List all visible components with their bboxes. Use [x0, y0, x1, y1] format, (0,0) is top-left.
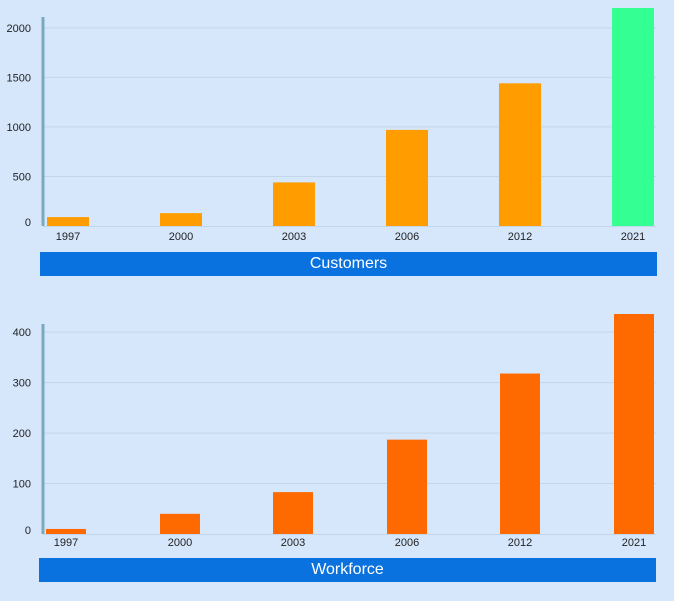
workforce-xtick-label: 1997 — [54, 537, 78, 549]
workforce-bar-2021 — [614, 314, 654, 534]
customers-chart-title: Customers — [40, 252, 657, 276]
workforce-bar-2012 — [500, 373, 540, 534]
workforce-ytick-label: 300 — [13, 378, 31, 390]
customers-xtick-label: 2003 — [282, 231, 306, 243]
customers-ytick-label: 1500 — [7, 72, 31, 84]
customers-bar-1997 — [47, 217, 89, 226]
customers-bar-2003 — [273, 182, 315, 226]
customers-ytick-label: 500 — [13, 171, 31, 183]
customers-xtick-label: 2000 — [169, 231, 193, 243]
customers-xtick-label: 2012 — [508, 231, 532, 243]
workforce-xtick-label: 2012 — [508, 537, 532, 549]
workforce-chart-title: Workforce — [39, 558, 656, 582]
workforce-bar-2006 — [387, 439, 427, 534]
workforce-bar-1997 — [46, 528, 86, 534]
workforce-ytick-label: 0 — [25, 525, 31, 537]
customers-bar-2006 — [386, 129, 428, 226]
customers-ytick-label: 2000 — [7, 23, 31, 35]
customers-bar-2012 — [499, 83, 541, 227]
customers-bar-2000 — [160, 213, 202, 226]
workforce-xtick-label: 2006 — [395, 537, 419, 549]
workforce-xtick-label: 2021 — [622, 537, 646, 549]
workforce-xtick-label: 2000 — [168, 537, 192, 549]
workforce-bar-2003 — [273, 492, 313, 534]
customers-chart: 0 500 1000 1500 2000 1997 2000 2003 2006 2012 2021 — [7, 8, 656, 243]
workforce-xtick-label: 2003 — [281, 537, 305, 549]
customers-xtick-label: 2021 — [621, 231, 645, 243]
customers-xtick-label: 1997 — [56, 231, 80, 243]
customers-bar-2021 — [612, 8, 654, 226]
workforce-bar-2000 — [160, 513, 200, 534]
workforce-ytick-label: 200 — [13, 428, 31, 440]
workforce-ytick-label: 400 — [13, 327, 31, 339]
workforce-ytick-label: 100 — [13, 479, 31, 491]
customers-ytick-label: 1000 — [7, 122, 31, 134]
customers-ytick-label: 0 — [25, 217, 31, 229]
customers-xtick-label: 2006 — [395, 231, 419, 243]
workforce-chart: 0 100 200 300 400 1997 2000 2003 2006 2012 2021 — [13, 314, 656, 549]
